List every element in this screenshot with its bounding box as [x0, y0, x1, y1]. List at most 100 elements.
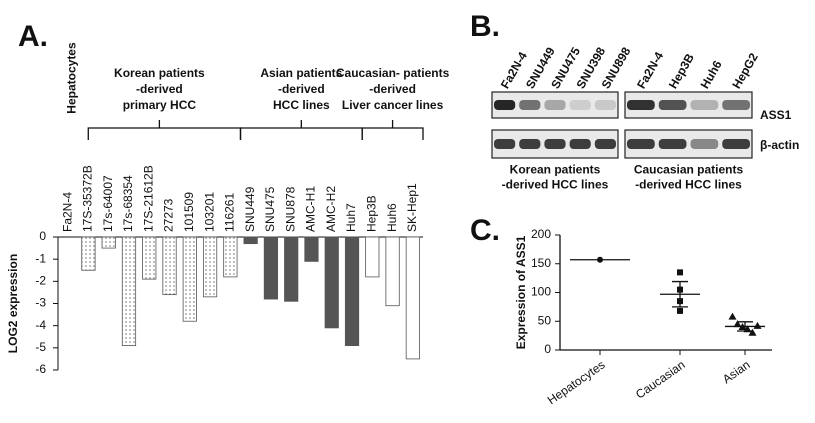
- x-tick-label: AMC-H1: [304, 186, 318, 232]
- x-tick-label: Caucasian: [633, 358, 687, 402]
- group-bracket: [87, 120, 242, 140]
- bar: [365, 236, 380, 278]
- x-tick-label: Huh7: [344, 203, 358, 232]
- x-tick-label: 27273: [162, 198, 176, 232]
- lane-label: Hep3B: [666, 51, 697, 91]
- blot-band: [594, 100, 616, 110]
- blot-band: [494, 139, 516, 149]
- y-tick-label: 0: [544, 342, 551, 356]
- bar: [202, 236, 218, 298]
- y-tick-label: -6: [35, 362, 46, 376]
- bar: [182, 236, 197, 322]
- point: [677, 307, 683, 314]
- bar: [142, 236, 157, 280]
- blot-band: [627, 100, 655, 110]
- blot-band: [519, 100, 541, 110]
- blot-caption: Caucasian patients -derived HCC lines: [634, 163, 744, 192]
- series-label: Korean patients -derived primary HCC: [114, 66, 205, 112]
- blot-band: [494, 100, 516, 110]
- point: [677, 298, 683, 305]
- point: [597, 256, 603, 263]
- x-tick-label: 101509: [182, 192, 196, 232]
- blot-band: [690, 100, 719, 110]
- panel-label: B.: [470, 10, 500, 43]
- blot-band: [594, 139, 616, 149]
- point: [677, 286, 683, 293]
- group-bracket: [361, 120, 424, 140]
- y-axis-label: Expression of ASS1: [514, 235, 528, 349]
- y-tick-label: 0: [39, 229, 46, 243]
- point: [743, 325, 752, 333]
- blot-band: [569, 100, 591, 110]
- point: [677, 269, 683, 276]
- bar: [81, 236, 96, 271]
- blot-band: [627, 139, 655, 149]
- y-tick-label: -4: [35, 318, 46, 332]
- blot-caption: Korean patients -derived HCC lines: [502, 163, 609, 192]
- bar: [121, 236, 137, 347]
- x-tick-label: SK-Hep1: [405, 183, 419, 232]
- y-tick-label: 200: [531, 227, 551, 241]
- x-tick-label: 116261: [223, 193, 237, 232]
- point: [728, 312, 737, 320]
- x-tick-label: Hep3B: [364, 195, 378, 232]
- bar: [284, 236, 299, 302]
- point: [753, 321, 762, 329]
- x-tick-label: AMC-H2: [324, 186, 338, 232]
- x-tick-label: Huh6: [385, 203, 399, 232]
- x-tick-label: Hepatocytes: [545, 358, 608, 408]
- blot-band: [690, 139, 719, 149]
- blot-band: [544, 139, 566, 149]
- lane-label: Huh6: [698, 58, 725, 91]
- point: [733, 320, 742, 328]
- point: [738, 323, 747, 330]
- y-axis-label: LOG2 expression: [6, 254, 20, 353]
- x-tick-label: Fa2N-4: [60, 192, 74, 232]
- x-tick-label: SNU475: [263, 186, 277, 232]
- blot-band: [519, 139, 541, 149]
- x-tick-label: 17s-68354: [121, 175, 135, 232]
- bar: [304, 236, 319, 262]
- blot-band: [658, 100, 687, 110]
- group-bracket: [239, 120, 363, 140]
- series-label: Asian patients -derived HCC lines: [260, 66, 342, 112]
- bar: [344, 236, 360, 347]
- panel-label: C.: [470, 214, 500, 247]
- lane-label: Fa2N-4: [634, 49, 666, 91]
- bar: [162, 236, 177, 296]
- x-tick-label: SNU878: [283, 186, 297, 232]
- row-label: β-actin: [760, 138, 799, 152]
- x-tick-label: 17S-35372B: [81, 165, 95, 232]
- lane-label: HepG2: [729, 50, 761, 91]
- blot-band: [722, 139, 750, 149]
- series-label: Hepatocytes: [64, 42, 78, 114]
- x-tick-label: SNU449: [243, 186, 257, 232]
- y-tick-label: -2: [35, 274, 46, 288]
- y-tick-label: 50: [538, 313, 552, 327]
- blot-band: [569, 139, 591, 149]
- blot-band: [658, 139, 687, 149]
- x-tick-label: 17S-21612B: [141, 165, 155, 232]
- x-tick-label: 103201: [202, 192, 216, 232]
- panel-label: A.: [18, 20, 48, 53]
- series-label: Caucasian- patients -derived Liver cancer …: [336, 66, 450, 112]
- blot-band: [544, 100, 566, 110]
- y-tick-label: 150: [531, 256, 551, 270]
- x-tick-label: Asian: [720, 358, 753, 387]
- bar: [101, 236, 116, 249]
- blot-band: [722, 100, 750, 110]
- y-tick-label: 100: [531, 285, 551, 299]
- bar: [263, 236, 279, 300]
- bar: [405, 236, 420, 360]
- bar: [243, 236, 258, 245]
- y-tick-label: -1: [35, 251, 46, 265]
- x-tick-label: 17s-64007: [101, 175, 115, 232]
- bar: [223, 236, 238, 278]
- point: [748, 328, 757, 336]
- y-tick-label: -3: [35, 296, 46, 310]
- row-label: ASS1: [760, 108, 792, 122]
- bar: [385, 236, 400, 307]
- y-tick-label: -5: [35, 340, 46, 354]
